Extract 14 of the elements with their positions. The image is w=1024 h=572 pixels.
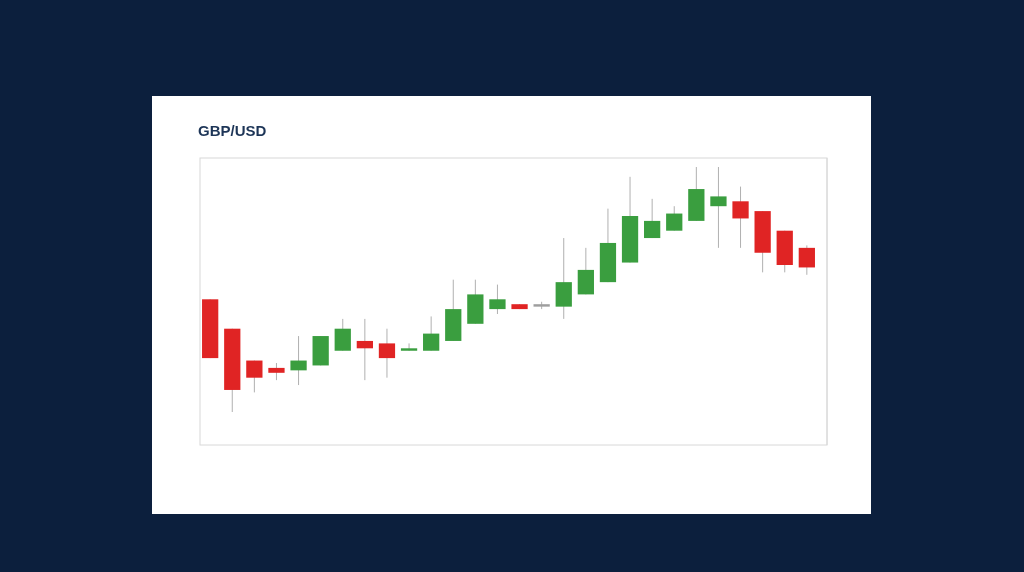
candlestick: [378, 328, 396, 379]
candlestick: [334, 318, 351, 352]
candlestick: [423, 315, 440, 352]
candlestick: [290, 335, 307, 386]
candlestick: [666, 205, 683, 232]
chart-title: GBP/USD: [198, 122, 267, 139]
candlestick: [489, 284, 506, 315]
candlestick: [356, 318, 373, 381]
candlestick: [732, 186, 749, 249]
candlestick: [710, 166, 727, 249]
candlestick: [644, 198, 661, 239]
candlestick: [400, 342, 418, 352]
candlestick: [246, 360, 263, 393]
candlestick: [798, 244, 815, 276]
